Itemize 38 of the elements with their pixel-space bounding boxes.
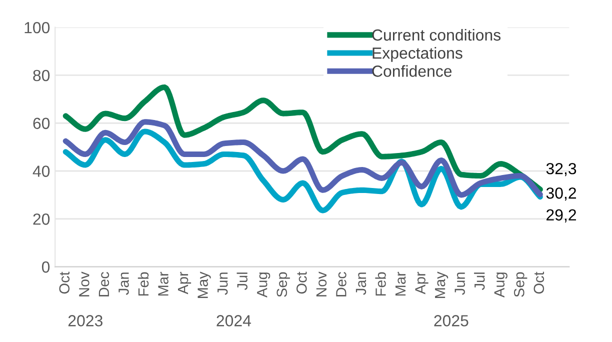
text: 2024 <box>216 315 251 326</box>
legend-label: Expectations <box>372 47 462 62</box>
x-tick-label: May <box>435 272 448 298</box>
x-tick-label: Oct <box>296 272 307 294</box>
x-tick-label: Nov <box>316 272 327 296</box>
x-tick-label: Aug <box>257 272 270 298</box>
x-tick-label: Feb <box>375 272 386 296</box>
x-tick-label: Jun <box>454 272 465 295</box>
x-tick-label: Feb <box>138 272 149 296</box>
x-tick-label: Jul <box>236 272 248 290</box>
x-tick-label: Mar <box>395 272 406 296</box>
x-tick-label: Jul <box>474 272 485 290</box>
y-tick-label: 100 <box>24 22 50 34</box>
text: 2023 <box>68 315 102 326</box>
x-tick-label: Apr <box>178 272 192 294</box>
x-tick-label: May <box>198 272 211 298</box>
y-tick-label: 20 <box>33 214 50 225</box>
x-tick-label: Nov <box>79 272 90 296</box>
x-tick-label: Mar <box>158 272 168 296</box>
y-tick-label: 60 <box>33 118 50 130</box>
y-tick-label: 80 <box>33 70 50 82</box>
x-tick-label: Jan <box>356 272 366 295</box>
x-tick-label: Jun <box>218 272 228 295</box>
x-tick-label: Oct <box>534 272 544 294</box>
x-tick-label: Oct <box>59 272 70 294</box>
x-tick-label: Dec <box>336 272 346 296</box>
x-tick-label: Sep <box>514 272 528 297</box>
x-tick-label: Sep <box>276 272 290 297</box>
data-label: 32,3 <box>546 162 576 176</box>
x-tick-label: Dec <box>98 272 110 296</box>
text: 2025 <box>434 315 468 326</box>
data-label: 29,2 <box>546 209 576 222</box>
y-tick-label: 0 <box>42 261 50 273</box>
y-tick-label: 40 <box>32 166 50 177</box>
x-tick-label: Aug <box>494 272 508 298</box>
x-tick-label: Apr <box>415 272 428 294</box>
x-tick-label: Jan <box>118 272 129 295</box>
data-label: 30,2 <box>546 187 576 201</box>
